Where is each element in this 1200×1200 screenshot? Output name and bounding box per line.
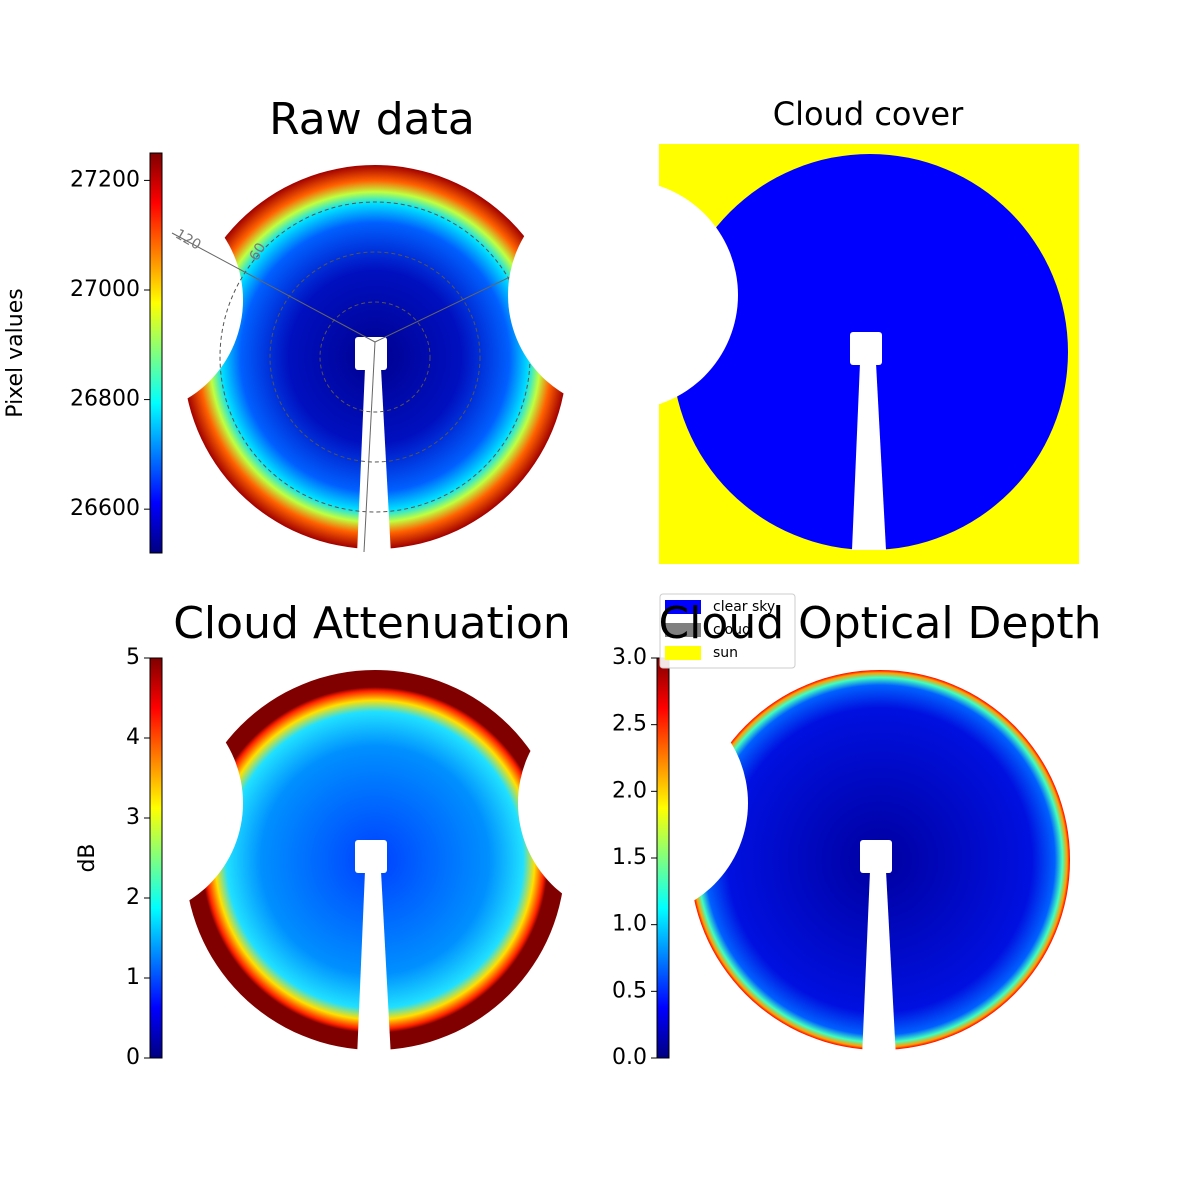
colorbar: [656, 657, 670, 1059]
colorbar-tick-label: 27000: [70, 277, 140, 302]
panel-title: Cloud Attenuation: [173, 598, 571, 649]
camera-arm: [850, 332, 882, 365]
colorbar-label: Pixel values: [3, 288, 28, 417]
colorbar-tick-label: 3.0: [612, 645, 647, 670]
colorbar-tick-label: 1: [126, 965, 140, 990]
panel-title: Cloud cover: [773, 95, 964, 133]
obstruction: [518, 688, 748, 918]
colorbar: [149, 657, 163, 1059]
colorbar-tick-label: 2.5: [612, 712, 647, 737]
legend: clear sky cloud sun: [659, 593, 796, 669]
colorbar-tick-label: 26600: [70, 496, 140, 521]
camera-arm: [357, 871, 391, 1058]
obstruction: [13, 688, 243, 918]
legend-swatch: [665, 646, 701, 660]
legend-label: clear sky: [713, 599, 775, 615]
colorbar: [149, 152, 163, 554]
polar-grid: [269, 251, 481, 463]
panel-title: Cloud Optical Depth: [658, 598, 1101, 649]
camera-arm: [862, 871, 896, 1058]
colorbar-tick-label: 26800: [70, 387, 140, 412]
legend-swatch: [665, 623, 701, 637]
panel-title: Raw data: [269, 94, 475, 145]
polar-axis: [171, 232, 376, 343]
obstruction: [508, 180, 738, 410]
colorbar-tick-label: 5: [126, 645, 140, 670]
polar-grid: [319, 301, 431, 413]
camera-arm: [355, 840, 387, 873]
camera-arm: [357, 368, 391, 555]
camera-arm: [355, 337, 387, 370]
camera-arm: [860, 840, 892, 873]
colorbar-tick-label: 1.0: [612, 912, 647, 937]
colorbar-tick-label: 2.0: [612, 778, 647, 803]
polar-label: 60: [247, 240, 270, 263]
colorbar-label: dB: [75, 843, 100, 872]
colorbar-tick-label: 0.5: [612, 978, 647, 1003]
colorbar-tick-label: 4: [126, 725, 140, 750]
legend-swatch: [665, 600, 701, 614]
camera-arm: [852, 363, 886, 550]
colorbar-tick-label: 3: [126, 805, 140, 830]
colorbar-tick-label: 0: [126, 1045, 140, 1070]
colorbar-tick-label: 1.5: [612, 845, 647, 870]
legend-label: sun: [713, 645, 738, 661]
colorbar-tick-label: 27200: [70, 167, 140, 192]
colorbar-tick-label: 2: [126, 885, 140, 910]
colorbar-tick-label: 0.0: [612, 1045, 647, 1070]
legend-label: cloud: [713, 622, 751, 638]
polar-axis: [363, 341, 376, 553]
obstruction: [13, 185, 243, 415]
